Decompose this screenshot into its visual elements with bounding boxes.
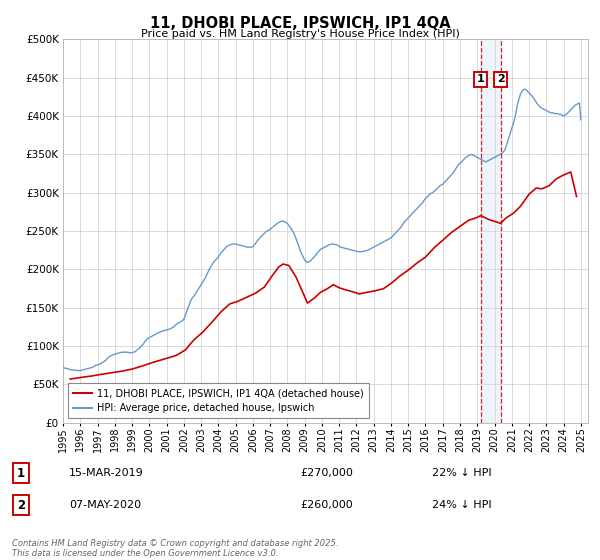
Text: £260,000: £260,000 <box>300 500 353 510</box>
Text: 24% ↓ HPI: 24% ↓ HPI <box>432 500 491 510</box>
Text: £270,000: £270,000 <box>300 468 353 478</box>
Text: 15-MAR-2019: 15-MAR-2019 <box>69 468 144 478</box>
Text: 22% ↓ HPI: 22% ↓ HPI <box>432 468 491 478</box>
Text: 1: 1 <box>477 74 485 85</box>
Text: 2: 2 <box>17 498 25 512</box>
Text: Contains HM Land Registry data © Crown copyright and database right 2025.
This d: Contains HM Land Registry data © Crown c… <box>12 539 338 558</box>
Text: 07-MAY-2020: 07-MAY-2020 <box>69 500 141 510</box>
Text: 11, DHOBI PLACE, IPSWICH, IP1 4QA: 11, DHOBI PLACE, IPSWICH, IP1 4QA <box>149 16 451 31</box>
Text: 1: 1 <box>17 466 25 480</box>
Legend: 11, DHOBI PLACE, IPSWICH, IP1 4QA (detached house), HPI: Average price, detached: 11, DHOBI PLACE, IPSWICH, IP1 4QA (detac… <box>68 384 368 418</box>
Bar <box>481 39 500 423</box>
Text: Price paid vs. HM Land Registry's House Price Index (HPI): Price paid vs. HM Land Registry's House … <box>140 29 460 39</box>
Text: 2: 2 <box>497 74 505 85</box>
